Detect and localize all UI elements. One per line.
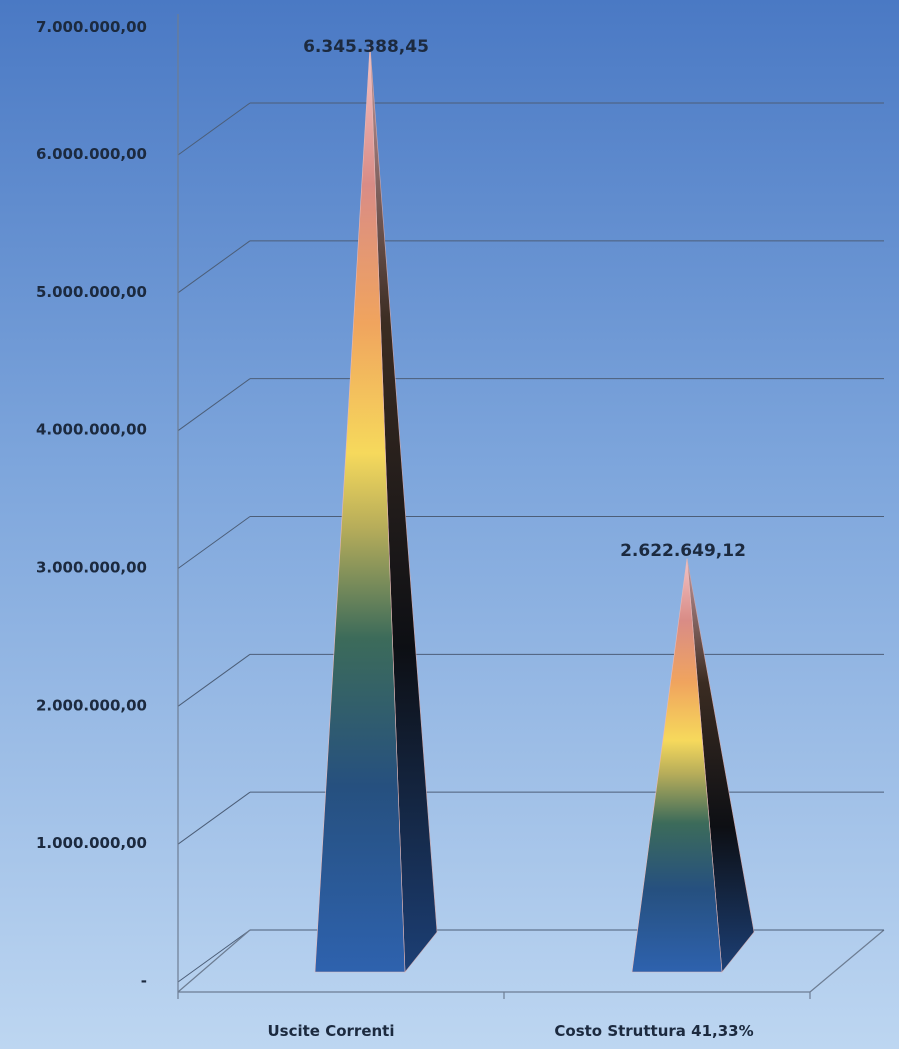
pyramid-bar bbox=[631, 558, 755, 973]
data-label: 6.345.388,45 bbox=[303, 37, 429, 57]
x-tick-label: Uscite Correnti bbox=[268, 1022, 395, 1040]
data-labels: 6.345.388,45 2.622.649,12 bbox=[303, 37, 746, 561]
gridline-depth bbox=[177, 929, 251, 983]
gridline-depth bbox=[177, 653, 251, 707]
gridline-depth bbox=[177, 102, 251, 156]
floor-right-edge bbox=[809, 929, 885, 993]
y-tick-label: 7.000.000,00 bbox=[36, 18, 147, 36]
data-label: 2.622.649,12 bbox=[620, 541, 746, 561]
x-tick-labels: Uscite Correnti Costo Struttura 41,33% bbox=[268, 1022, 754, 1040]
bars bbox=[314, 45, 755, 973]
y-tick-label: 1.000.000,00 bbox=[36, 834, 147, 852]
y-tick-labels: - 1.000.000,00 2.000.000,00 3.000.000,00 4.0… bbox=[36, 18, 147, 990]
y-tick-label: 4.000.000,00 bbox=[36, 421, 147, 439]
gridline-depth bbox=[177, 791, 251, 845]
y-tick-label: - bbox=[141, 972, 147, 990]
gridline-depth bbox=[177, 378, 251, 432]
x-tick-label: Costo Struttura 41,33% bbox=[554, 1022, 753, 1040]
y-tick-label: 3.000.000,00 bbox=[36, 559, 147, 577]
pyramid-front-face bbox=[314, 45, 406, 973]
pyramid-bar bbox=[314, 45, 438, 973]
y-tick-label: 5.000.000,00 bbox=[36, 283, 147, 301]
gridline-depth bbox=[177, 516, 251, 569]
floor-left-edge bbox=[177, 929, 251, 993]
y-tick-label: 2.000.000,00 bbox=[36, 696, 147, 714]
gridline-depth bbox=[177, 240, 251, 294]
y-tick-label: 6.000.000,00 bbox=[36, 145, 147, 163]
pyramid-front-face bbox=[631, 558, 723, 973]
